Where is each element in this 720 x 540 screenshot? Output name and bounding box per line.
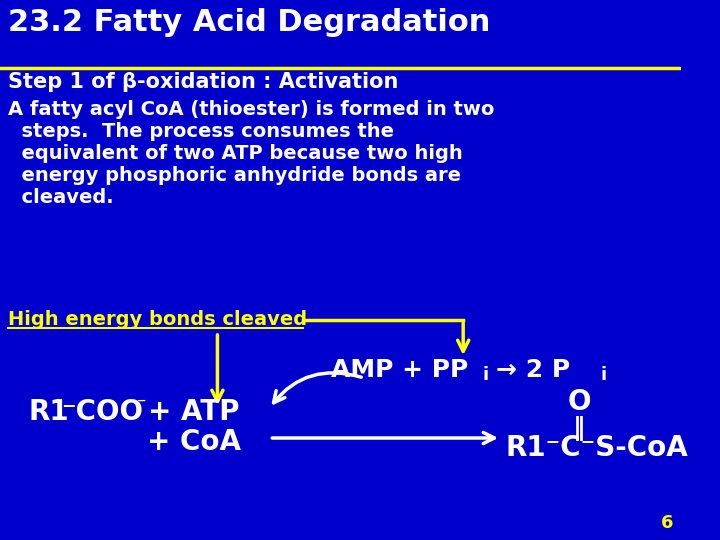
Text: equivalent of two ATP because two high: equivalent of two ATP because two high xyxy=(8,144,462,163)
Text: steps.  The process consumes the: steps. The process consumes the xyxy=(8,122,394,141)
Text: A fatty acyl CoA (thioester) is formed in two: A fatty acyl CoA (thioester) is formed i… xyxy=(8,100,494,119)
Text: cleaved.: cleaved. xyxy=(8,188,113,207)
Text: R1⁻C⁻S-CoA: R1⁻C⁻S-CoA xyxy=(505,434,688,462)
Text: High energy bonds cleaved: High energy bonds cleaved xyxy=(8,310,307,329)
Text: energy phosphoric anhydride bonds are: energy phosphoric anhydride bonds are xyxy=(8,166,461,185)
Text: → 2 P: → 2 P xyxy=(496,358,570,382)
Text: AMP + PP: AMP + PP xyxy=(331,358,468,382)
Text: Step 1 of β-oxidation : Activation: Step 1 of β-oxidation : Activation xyxy=(8,72,398,92)
Text: ⁻: ⁻ xyxy=(137,396,147,414)
Text: R1: R1 xyxy=(28,398,69,426)
Text: ‖: ‖ xyxy=(573,416,585,441)
Text: 23.2 Fatty Acid Degradation: 23.2 Fatty Acid Degradation xyxy=(8,8,490,37)
Text: i: i xyxy=(482,366,488,384)
Text: O: O xyxy=(567,388,590,416)
Text: i: i xyxy=(600,366,606,384)
Text: + CoA: + CoA xyxy=(147,428,240,456)
Text: 6: 6 xyxy=(660,514,673,532)
Text: ⁻COO: ⁻COO xyxy=(61,398,143,426)
Text: + ATP: + ATP xyxy=(148,398,240,426)
